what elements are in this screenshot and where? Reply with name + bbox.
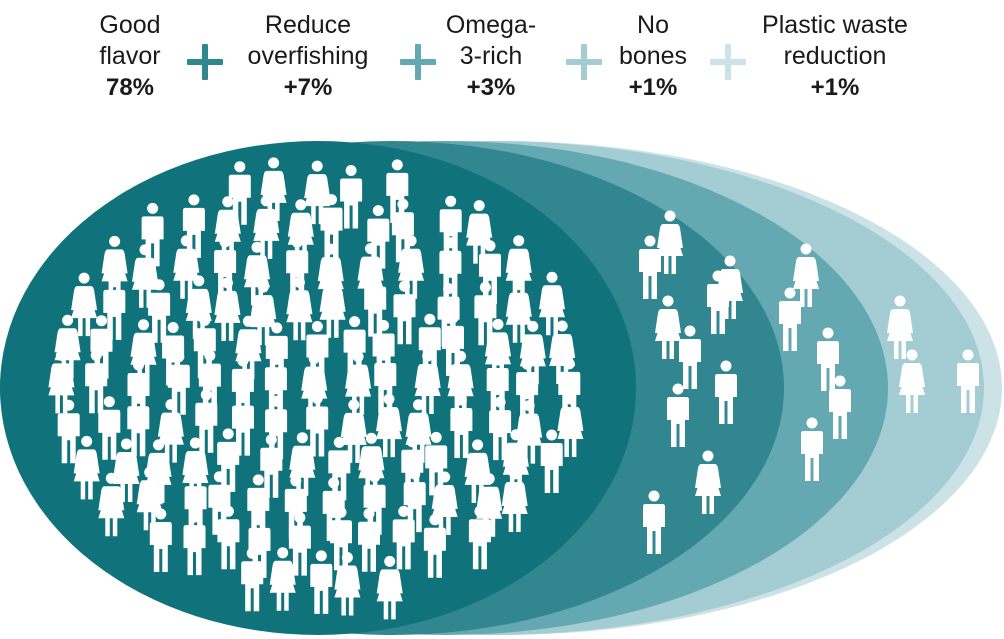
- series-value: +7%: [283, 74, 333, 101]
- series-value: +3%: [466, 74, 516, 101]
- series-value: +1%: [810, 74, 860, 101]
- series-value: 78%: [105, 74, 155, 101]
- series-header-good-flavor: Good flavor 78%: [99, 10, 160, 103]
- series-label: Omega- 3-rich: [445, 11, 537, 70]
- series-header-omega-3-rich: Omega- 3-rich +3%: [446, 10, 536, 103]
- series-label: Reduce overfishing: [247, 11, 369, 70]
- series-header-reduce-overfishing: Reduce overfishing +7%: [248, 10, 369, 103]
- series-label: Good flavor: [99, 11, 161, 70]
- series-header-plastic-waste-reduction: Plastic waste reduction +1%: [762, 10, 908, 103]
- series-header-no-bones: No bones +1%: [619, 10, 687, 103]
- series-label: Plastic waste reduction: [762, 11, 908, 70]
- series-value: +1%: [628, 74, 678, 101]
- series-label: No bones: [618, 11, 688, 70]
